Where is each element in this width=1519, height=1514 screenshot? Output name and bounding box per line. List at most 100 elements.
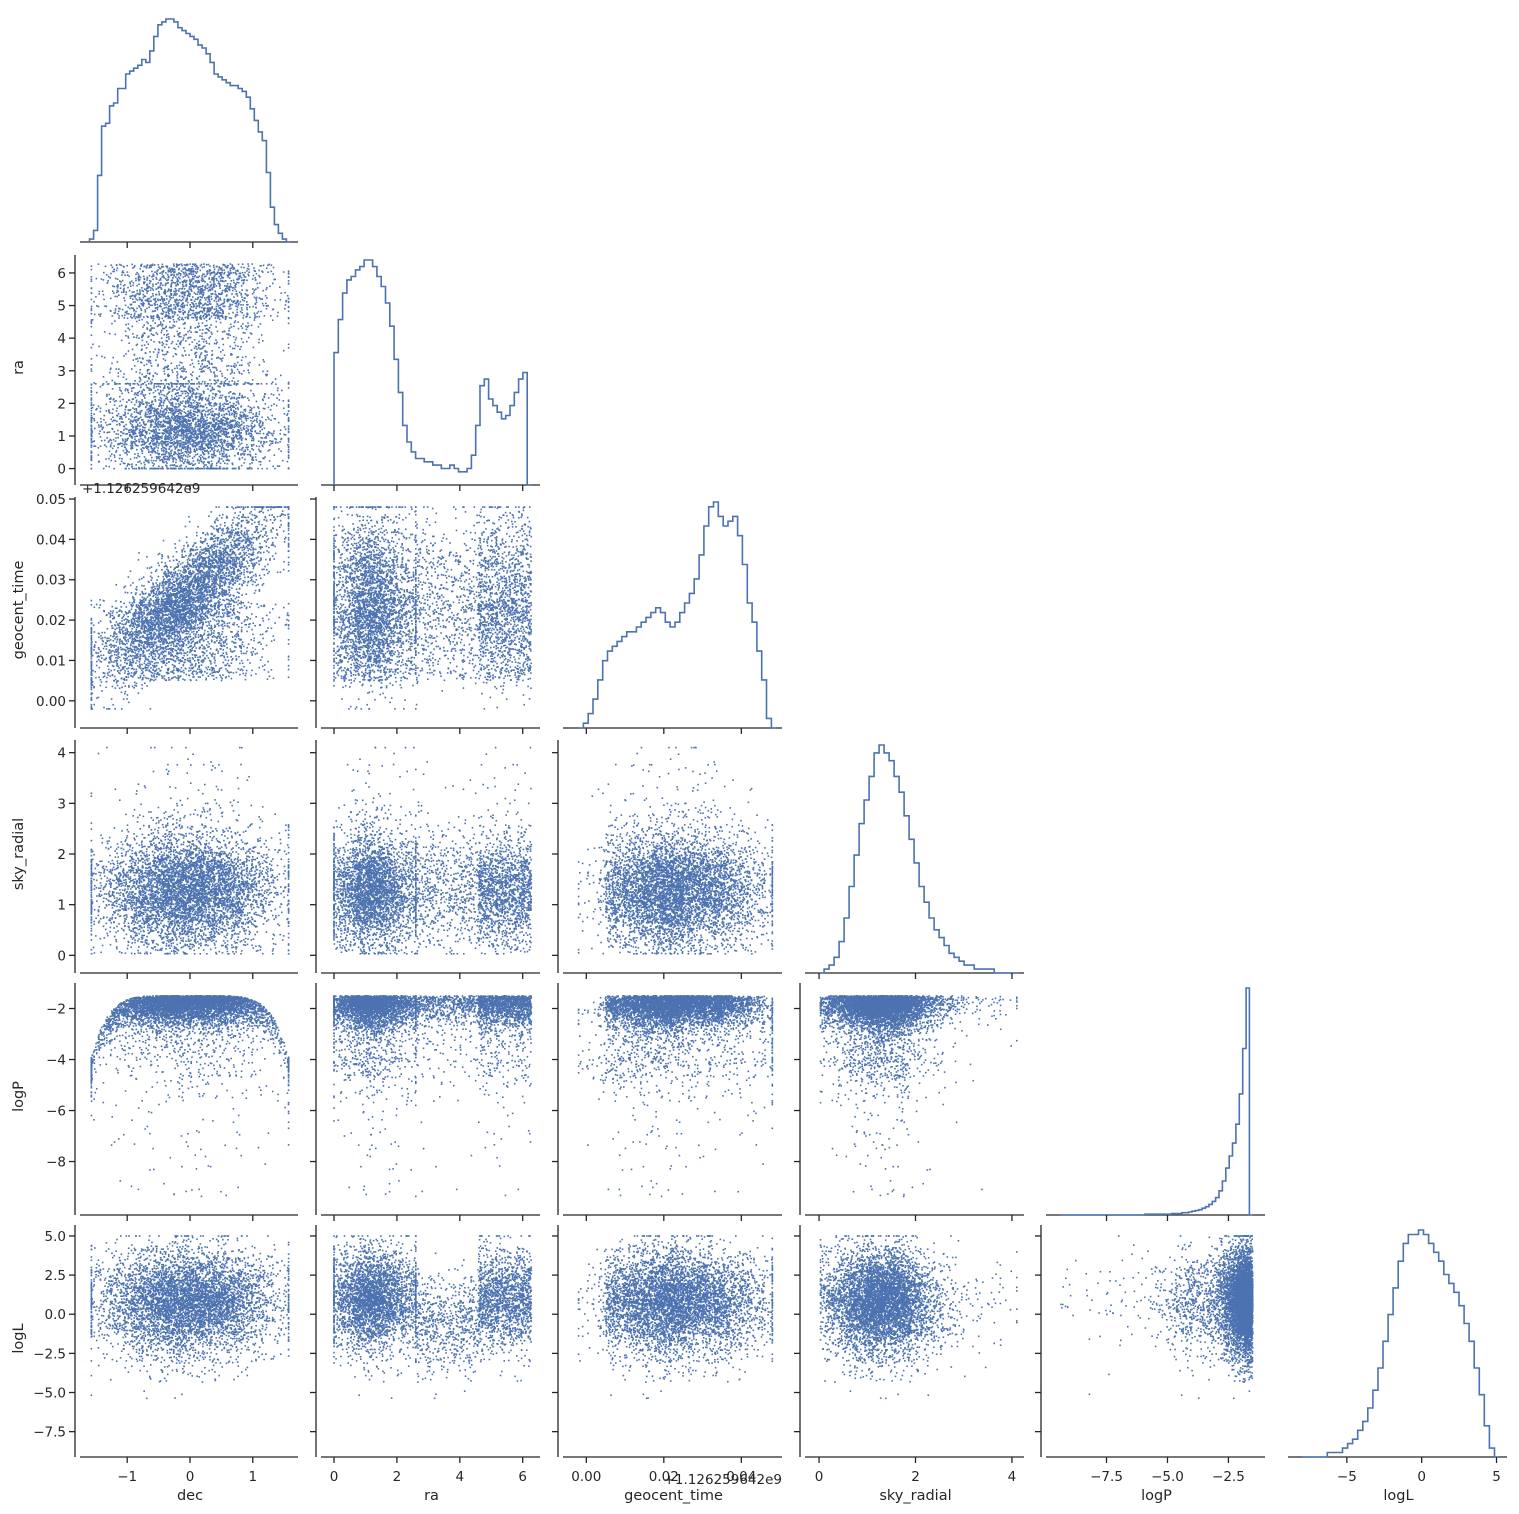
scatter-point	[156, 278, 158, 280]
scatter-point	[220, 395, 222, 397]
scatter-point	[100, 315, 102, 317]
scatter-point	[145, 468, 147, 470]
scatter-point	[178, 413, 180, 415]
scatter-point	[157, 334, 159, 336]
scatter-point	[110, 273, 112, 275]
scatter-point	[125, 324, 127, 326]
scatter-point	[160, 411, 162, 413]
scatter-point	[120, 401, 122, 403]
scatter-point	[147, 381, 149, 383]
scatter-point	[147, 343, 149, 345]
scatter-point	[246, 420, 248, 422]
scatter-ra-vs-dec	[91, 263, 290, 469]
scatter-point	[180, 455, 182, 457]
scatter-point	[162, 390, 164, 392]
scatter-point	[215, 317, 217, 319]
scatter-point	[205, 397, 207, 399]
scatter-point	[119, 454, 121, 456]
scatter-point	[187, 433, 189, 435]
scatter-point	[100, 411, 102, 413]
scatter-point	[259, 282, 261, 284]
scatter-point	[170, 399, 172, 401]
scatter-point	[116, 433, 118, 435]
scatter-point	[136, 337, 138, 339]
scatter-point	[93, 404, 95, 406]
scatter-point	[241, 280, 243, 282]
scatter-point	[171, 425, 173, 427]
scatter-point	[244, 383, 246, 385]
scatter-point	[213, 447, 215, 449]
scatter-point	[165, 461, 167, 463]
scatter-point	[229, 413, 231, 415]
scatter-point	[157, 299, 159, 301]
scatter-point	[163, 430, 165, 432]
scatter-point	[209, 301, 211, 303]
scatter-point	[139, 456, 141, 458]
scatter-point	[139, 268, 141, 270]
scatter-point	[173, 436, 175, 438]
panel-ra-vs-dec: 0123456	[57, 255, 298, 491]
scatter-point	[106, 394, 108, 396]
scatter-point	[189, 385, 191, 387]
scatter-point	[93, 301, 95, 303]
scatter-point	[174, 325, 176, 327]
scatter-point	[247, 415, 249, 417]
histogram-dec	[90, 19, 291, 242]
scatter-point	[216, 301, 218, 303]
scatter-point	[259, 364, 261, 366]
scatter-point	[135, 311, 137, 313]
scatter-point	[213, 405, 215, 407]
scatter-point	[200, 270, 202, 272]
scatter-point	[133, 291, 135, 293]
scatter-point	[135, 397, 137, 399]
scatter-point	[211, 408, 213, 410]
scatter-point	[125, 305, 127, 307]
scatter-point	[146, 341, 148, 343]
scatter-point	[241, 373, 243, 375]
scatter-point	[237, 321, 239, 323]
scatter-point	[113, 269, 115, 271]
scatter-point	[136, 408, 138, 410]
scatter-point	[278, 448, 280, 450]
scatter-point	[280, 450, 282, 452]
scatter-point	[237, 314, 239, 316]
scatter-point	[120, 463, 122, 465]
scatter-point	[177, 466, 179, 468]
scatter-point	[140, 387, 142, 389]
scatter-point	[132, 285, 134, 287]
scatter-point	[192, 371, 194, 373]
scatter-point	[94, 440, 96, 442]
scatter-point	[109, 451, 111, 453]
scatter-point	[209, 369, 211, 371]
scatter-point	[243, 332, 245, 334]
scatter-point	[91, 279, 93, 281]
scatter-point	[229, 414, 231, 416]
scatter-point	[158, 421, 160, 423]
scatter-point	[258, 461, 260, 463]
scatter-point	[203, 318, 205, 320]
scatter-point	[248, 269, 250, 271]
scatter-point	[149, 283, 151, 285]
scatter-point	[132, 298, 134, 300]
scatter-point	[211, 298, 213, 300]
scatter-point	[189, 330, 191, 332]
scatter-point	[98, 346, 100, 348]
scatter-point	[240, 346, 242, 348]
scatter-point	[256, 418, 258, 420]
scatter-point	[156, 332, 158, 334]
scatter-point	[221, 381, 223, 383]
scatter-point	[114, 382, 116, 384]
scatter-point	[210, 274, 212, 276]
scatter-point	[172, 325, 174, 327]
scatter-point	[134, 404, 136, 406]
scatter-point	[261, 468, 263, 470]
scatter-point	[100, 436, 102, 438]
scatter-point	[142, 340, 144, 342]
scatter-point	[200, 366, 202, 368]
scatter-point	[267, 305, 269, 307]
scatter-point	[122, 438, 124, 440]
scatter-point	[279, 441, 281, 443]
scatter-point	[144, 397, 146, 399]
scatter-point	[269, 445, 271, 447]
